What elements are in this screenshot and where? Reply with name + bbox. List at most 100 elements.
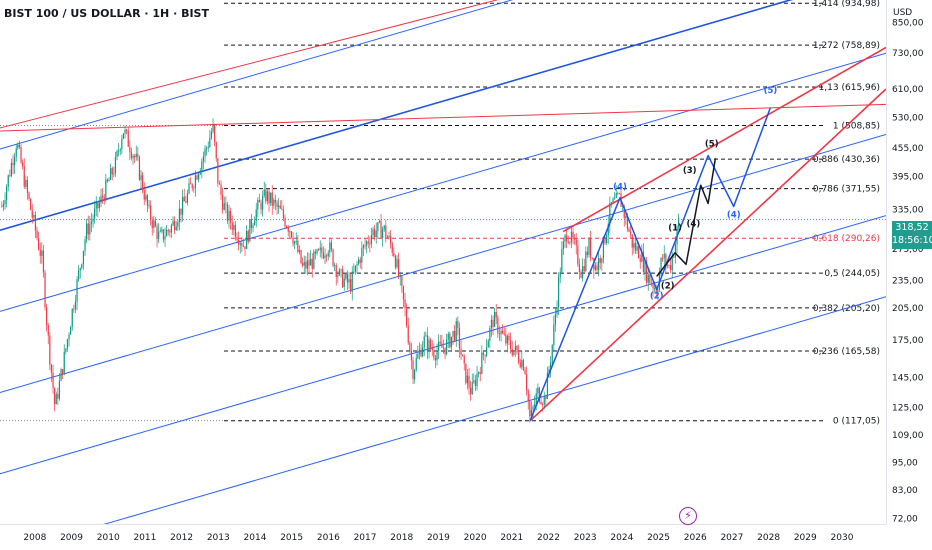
y-tick-label: 205,00 xyxy=(892,304,924,314)
candle-body xyxy=(524,369,526,375)
candle-body xyxy=(484,354,486,356)
y-tick-label: 335,00 xyxy=(892,205,924,215)
candle-body xyxy=(174,220,176,230)
candle-body xyxy=(458,327,461,349)
candle-body xyxy=(281,208,283,210)
candle-body xyxy=(201,161,203,171)
channel-line xyxy=(0,133,886,393)
candle-body xyxy=(255,209,257,221)
y-tick-label: 730,00 xyxy=(892,49,924,59)
channel-line xyxy=(0,52,886,312)
y-tick-label: 72,00 xyxy=(892,514,918,524)
candle-body xyxy=(25,179,27,187)
candle-body xyxy=(606,235,608,244)
candle-body xyxy=(148,205,150,207)
x-tick-label: 2021 xyxy=(500,533,523,543)
candle-body xyxy=(118,150,120,152)
wave-label: (4) xyxy=(727,210,741,220)
candle-body xyxy=(58,380,61,399)
candle-body xyxy=(334,264,336,266)
candle-body xyxy=(609,203,611,225)
candle-body xyxy=(127,130,129,147)
candle-body xyxy=(332,249,334,266)
candle-body xyxy=(95,201,97,209)
candle-body xyxy=(639,258,641,262)
time-axis[interactable]: 2008 2009 2010 2011 2012 2013 2014 2015 2016 2017… xyxy=(0,524,932,550)
candle-body xyxy=(204,148,206,157)
candle-body xyxy=(38,238,40,250)
wave-label: (2) xyxy=(661,282,675,292)
candle-body xyxy=(358,259,360,265)
candle-body xyxy=(49,335,51,365)
candle-body xyxy=(41,250,43,256)
candle-body xyxy=(588,238,590,255)
candle-body xyxy=(586,251,589,255)
candle-body xyxy=(598,258,600,271)
candle-body xyxy=(185,201,187,203)
candle-body xyxy=(250,219,253,229)
candle-body xyxy=(577,245,579,265)
candle-body xyxy=(398,259,400,277)
candle-body xyxy=(460,348,462,355)
candle-body xyxy=(103,197,105,201)
candle-body xyxy=(196,175,198,180)
symbol-title[interactable]: BIST 100 / US DOLLAR · 1H · BIST xyxy=(4,7,209,20)
candle-body xyxy=(302,263,304,266)
candle-body xyxy=(6,186,8,201)
candle-body xyxy=(186,193,189,203)
candle-body xyxy=(631,234,633,248)
x-tick-label: 2027 xyxy=(720,533,743,543)
candle-body xyxy=(481,352,483,374)
candle-body xyxy=(231,222,233,230)
candle-body xyxy=(385,225,387,238)
candle-body xyxy=(161,229,163,232)
candle-body xyxy=(532,406,534,410)
candle-body xyxy=(665,254,667,265)
x-tick-label: 2014 xyxy=(244,533,267,543)
candle-body xyxy=(236,237,238,241)
x-tick-label: 2024 xyxy=(610,533,633,543)
candle-body xyxy=(10,162,13,176)
x-tick-label: 2020 xyxy=(464,533,487,543)
candle-body xyxy=(26,179,29,193)
candle-body xyxy=(338,269,341,275)
candle-body xyxy=(140,175,142,180)
y-tick-label: 109,00 xyxy=(892,431,924,441)
candle-body xyxy=(278,205,280,208)
candle-body xyxy=(279,205,281,209)
trend-channel-lines[interactable] xyxy=(0,0,886,550)
candle-body xyxy=(636,246,638,251)
candle-body xyxy=(438,341,440,351)
bar-countdown: 18:56:10 xyxy=(892,234,932,246)
x-tick-label: 2013 xyxy=(207,533,230,543)
candle-body xyxy=(508,335,510,341)
candle-body xyxy=(190,183,192,185)
last-price-value: 318,52 xyxy=(895,222,929,233)
price-axis[interactable]: 850,00 730,00 610,00 530,00 455,00 395,00 335,… xyxy=(886,0,932,550)
candle-body xyxy=(193,187,195,189)
candle-body xyxy=(44,272,46,308)
wave-label: (4) xyxy=(613,182,627,192)
lightning-event-icon[interactable]: ⚡ xyxy=(679,507,697,525)
candle-body xyxy=(529,401,531,417)
candle-body xyxy=(580,271,582,278)
candle-body xyxy=(553,324,555,346)
candle-body xyxy=(463,356,465,364)
fib-level-label: 0,786 (371,55) xyxy=(813,185,880,195)
candle-body xyxy=(519,361,521,368)
candle-body xyxy=(510,340,512,349)
candle-body xyxy=(233,225,235,230)
candle-body xyxy=(194,175,197,188)
candle-body xyxy=(420,349,422,357)
candle-body xyxy=(654,287,656,289)
candle-body xyxy=(68,334,70,340)
candle-body xyxy=(42,250,45,273)
candle-body xyxy=(310,258,312,266)
candle-body xyxy=(52,372,54,389)
elliott-wave-drawing[interactable] xyxy=(529,107,772,422)
candle-body xyxy=(673,256,675,258)
candle-body xyxy=(638,246,640,259)
fibonacci-levels[interactable]: 1,414 (934,98) 1,272 (758,89) 1,13 (615,96… xyxy=(0,0,880,427)
candle-body xyxy=(412,360,414,380)
